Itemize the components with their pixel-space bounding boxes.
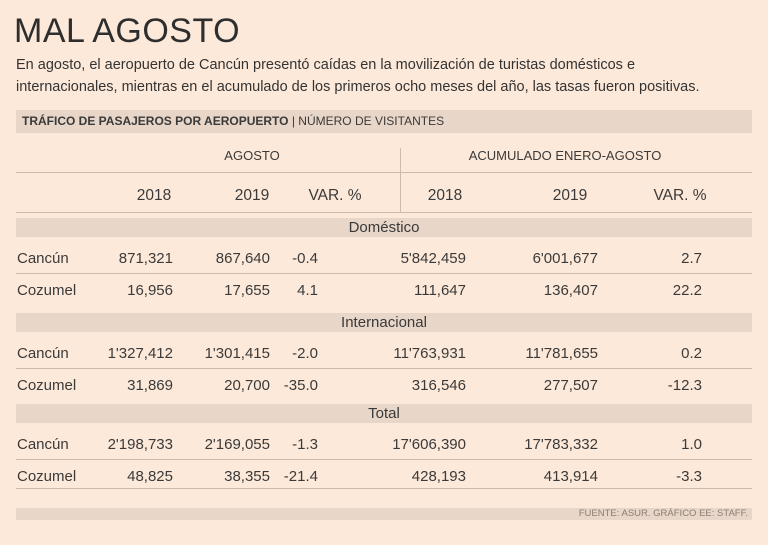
- table-cell: 5'842,459: [400, 250, 466, 267]
- group-header-acumulado: ACUMULADO ENERO-AGOSTO: [468, 148, 662, 163]
- column-header: 2019: [234, 187, 270, 204]
- table-row: Cancún 871,321 867,640 -0.4 5'842,459 6'001,6…: [0, 250, 768, 270]
- table-cell: 17'606,390: [392, 436, 466, 453]
- table-row: Cozumel 16,956 17,655 4.1 111,647 136,407 22.2: [0, 282, 768, 302]
- column-header: 2019: [552, 187, 588, 204]
- divider: [16, 368, 752, 369]
- airport-name: Cozumel: [17, 468, 77, 485]
- table-header-bar: TRÁFICO DE PASAJEROS POR AEROPUERTO | NÚ…: [16, 110, 752, 133]
- table-cell: 16,956: [127, 282, 173, 299]
- table-cell: 2.7: [681, 250, 702, 267]
- table-row: Cancún 1'327,412 1'301,415 -2.0 11'763,931 11…: [0, 345, 768, 365]
- table-cell: -35.0: [283, 377, 318, 394]
- divider: [16, 488, 752, 489]
- divider: [400, 148, 401, 212]
- airport-name: Cozumel: [17, 282, 77, 299]
- subtitle-line: internacionales, mientras en el acumulad…: [16, 79, 700, 95]
- divider: [16, 172, 752, 173]
- column-header: 2018: [427, 187, 463, 204]
- table-cell: 48,825: [127, 468, 173, 485]
- table-cell: -12.3: [667, 377, 702, 394]
- section-label: Internacional: [341, 314, 427, 331]
- table-cell: 20,700: [224, 377, 270, 394]
- table-cell: -2.0: [292, 345, 318, 362]
- table-cell: 17'783,332: [524, 436, 598, 453]
- table-cell: 11'763,931: [393, 345, 466, 362]
- divider: [16, 212, 752, 213]
- airport-name: Cancún: [17, 345, 69, 362]
- table-row: Cozumel 48,825 38,355 -21.4 428,193 413,914 -3…: [0, 468, 768, 488]
- table-cell: 31,869: [127, 377, 173, 394]
- table-cell: 4.1: [297, 282, 318, 299]
- table-cell: 867,640: [215, 250, 270, 267]
- table-row: Cancún 2'198,733 2'169,055 -1.3 17'606,390 17…: [0, 436, 768, 456]
- table-cell: 2'169,055: [204, 436, 270, 453]
- table-cell: 11'781,655: [525, 345, 598, 362]
- section-header: Total: [16, 404, 752, 423]
- table-cell: 316,546: [411, 377, 466, 394]
- page-title: MAL AGOSTO: [14, 12, 241, 50]
- section-header: Internacional: [16, 313, 752, 332]
- table-cell: 136,407: [543, 282, 598, 299]
- airport-name: Cancún: [17, 436, 69, 453]
- divider: [16, 459, 752, 460]
- column-header: 2018: [136, 187, 172, 204]
- table-cell: 1'327,412: [107, 345, 173, 362]
- table-cell: 22.2: [672, 282, 702, 299]
- airport-name: Cozumel: [17, 377, 77, 394]
- section-header: Doméstico: [16, 218, 752, 237]
- table-unit: NÚMERO DE VISITANTES: [298, 114, 445, 128]
- footer-bar: FUENTE: ASUR. GRÁFICO EE: STAFF.: [16, 508, 752, 520]
- table-cell: 6'001,677: [532, 250, 598, 267]
- table-cell: 17,655: [224, 282, 270, 299]
- table-cell: -21.4: [283, 468, 318, 485]
- table-cell: 0.2: [681, 345, 702, 362]
- table-row: Cozumel 31,869 20,700 -35.0 316,546 277,507 -1…: [0, 377, 768, 397]
- divider: [16, 273, 752, 274]
- airport-name: Cancún: [17, 250, 69, 267]
- table-cell: -3.3: [676, 468, 702, 485]
- table-title: TRÁFICO DE PASAJEROS POR AEROPUERTO: [22, 114, 289, 128]
- table-cell: 111,647: [414, 282, 466, 299]
- separator: |: [291, 114, 295, 128]
- source-credit: FUENTE: ASUR. GRÁFICO EE: STAFF.: [578, 508, 748, 519]
- table-cell: 277,507: [543, 377, 598, 394]
- table-cell: -0.4: [292, 250, 318, 267]
- table-cell: 413,914: [543, 468, 598, 485]
- column-header: VAR. %: [653, 187, 707, 204]
- table-cell: 871,321: [118, 250, 173, 267]
- table-cell: -1.3: [292, 436, 318, 453]
- table-cell: 1.0: [681, 436, 702, 453]
- section-label: Doméstico: [348, 219, 420, 236]
- group-header-agosto: AGOSTO: [224, 148, 280, 163]
- table-cell: 38,355: [224, 468, 270, 485]
- table-cell: 1'301,415: [204, 345, 270, 362]
- column-header: VAR. %: [308, 187, 362, 204]
- table-cell: 428,193: [411, 468, 466, 485]
- subtitle-line: En agosto, el aeropuerto de Cancún prese…: [16, 57, 636, 73]
- section-label: Total: [368, 405, 400, 422]
- table-cell: 2'198,733: [107, 436, 173, 453]
